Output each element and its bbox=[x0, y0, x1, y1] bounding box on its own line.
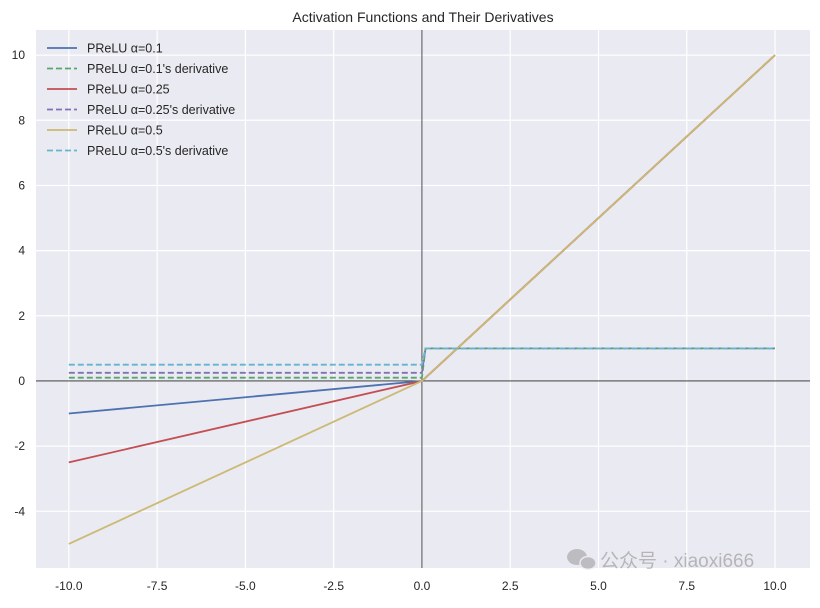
legend-label: PReLU α=0.1's derivative bbox=[87, 62, 228, 76]
chart-title: Activation Functions and Their Derivativ… bbox=[292, 9, 553, 25]
y-tick-label: 4 bbox=[18, 244, 25, 258]
y-tick-labels: -4 -2 0 2 4 6 8 10 bbox=[12, 48, 26, 518]
x-tick-label: 10.0 bbox=[763, 579, 787, 593]
legend-label: PReLU α=0.25's derivative bbox=[87, 103, 235, 117]
x-tick-label: 0.0 bbox=[414, 579, 431, 593]
legend-label: PReLU α=0.25 bbox=[87, 83, 170, 97]
x-tick-label: -5.0 bbox=[235, 579, 256, 593]
y-tick-label: 0 bbox=[18, 374, 25, 388]
x-tick-labels: -10.0 -7.5 -5.0 -2.5 0.0 2.5 5.0 7.5 10.0 bbox=[55, 579, 787, 593]
series-line bbox=[68, 347, 775, 379]
series-line bbox=[68, 54, 776, 545]
series-line bbox=[68, 347, 775, 366]
y-tick-label: 10 bbox=[12, 48, 26, 62]
y-tick-label: -4 bbox=[14, 504, 25, 518]
wechat-icon bbox=[567, 549, 597, 571]
x-tick-label: -7.5 bbox=[147, 579, 168, 593]
legend: PReLU α=0.1 PReLU α=0.1's derivative PReLU… bbox=[47, 42, 235, 158]
series-group bbox=[68, 54, 776, 545]
grid bbox=[36, 30, 810, 568]
x-tick-label: 5.0 bbox=[590, 579, 607, 593]
watermark-text: 公众号 · xiaoxi666 bbox=[600, 550, 754, 572]
x-tick-label: 2.5 bbox=[502, 579, 519, 593]
y-tick-label: -2 bbox=[14, 439, 25, 453]
legend-label: PReLU α=0.5 bbox=[87, 124, 163, 138]
legend-label: PReLU α=0.1 bbox=[87, 42, 163, 56]
x-tick-label: -2.5 bbox=[323, 579, 344, 593]
watermark: 公众号 · xiaoxi666 bbox=[567, 549, 754, 572]
y-tick-label: 8 bbox=[18, 113, 25, 127]
y-tick-label: 6 bbox=[18, 178, 25, 192]
y-tick-label: 2 bbox=[18, 309, 25, 323]
x-tick-label: -10.0 bbox=[55, 579, 83, 593]
legend-label: PReLU α=0.5's derivative bbox=[87, 144, 228, 158]
x-tick-label: 7.5 bbox=[678, 579, 695, 593]
